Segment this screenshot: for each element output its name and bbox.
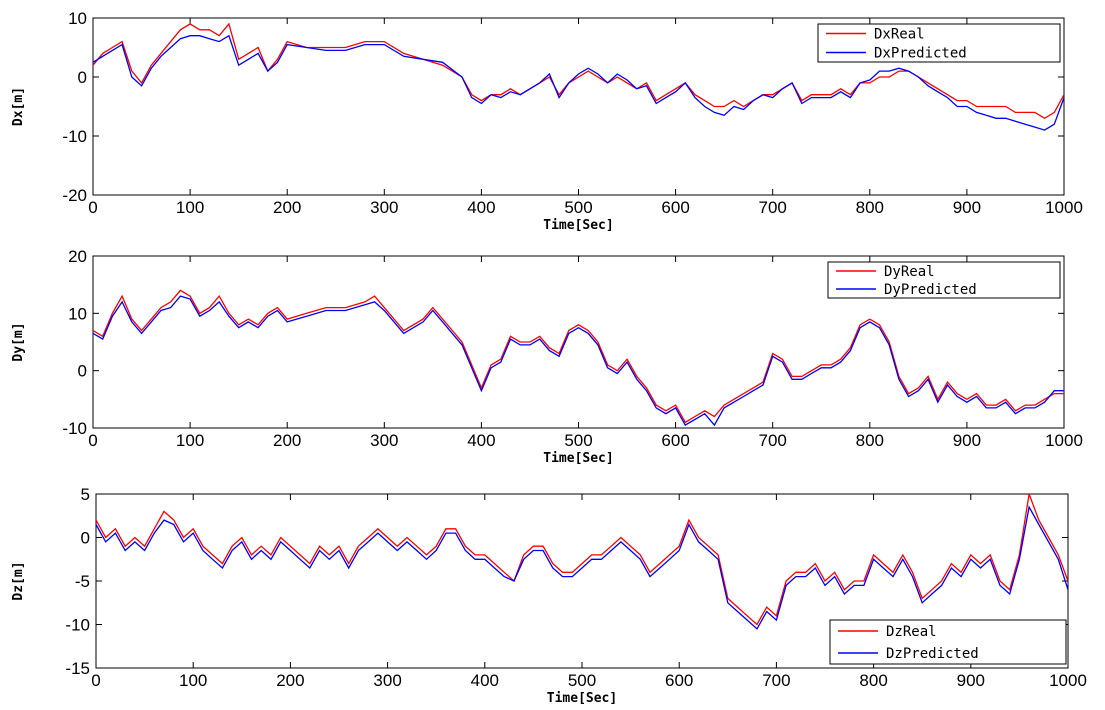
x-tick-label: 900 <box>957 671 985 690</box>
x-tick-label: 200 <box>273 431 301 450</box>
legend: DyReal DyPredicted <box>827 261 1061 299</box>
x-axis-label: Time[Sec] <box>543 218 613 233</box>
y-tick-label: -5 <box>75 572 90 591</box>
y-tick-label: 0 <box>78 68 87 87</box>
y-tick-label: -10 <box>62 419 87 438</box>
y-tick-label: 10 <box>68 9 87 28</box>
legend-label: DyPredicted <box>884 282 977 298</box>
series-line-DzPredicted <box>96 505 1068 630</box>
legend: DzReal DzPredicted <box>829 619 1067 665</box>
chart-panel-3: 0 100 200 300 400 500 600 700 800 900 1000 -15 -10 -5… <box>11 485 1087 706</box>
x-tick-label: 0 <box>88 431 97 450</box>
x-tick-label: 100 <box>176 431 204 450</box>
x-tick-label: 0 <box>91 671 100 690</box>
x-tick-label: 700 <box>759 431 787 450</box>
legend-label: DyReal <box>884 264 935 280</box>
chart-panel-1: 0 100 200 300 400 500 600 700 800 900 1000 -20 -10 0 1… <box>11 9 1083 233</box>
x-tick-label: 500 <box>564 431 592 450</box>
legend-label: DzPredicted <box>886 646 979 662</box>
series-line-DzReal <box>96 494 1068 626</box>
x-tick-label: 800 <box>856 431 884 450</box>
x-tick-label: 500 <box>568 671 596 690</box>
y-tick-label: -15 <box>65 659 90 678</box>
legend-label: DxReal <box>874 27 925 43</box>
x-tick-label: 200 <box>273 198 301 217</box>
x-tick-label: 700 <box>762 671 790 690</box>
x-tick-label: 200 <box>276 671 304 690</box>
y-tick-label: -10 <box>62 127 87 146</box>
x-tick-label: 600 <box>661 198 689 217</box>
y-axis-label: Dz[m] <box>11 561 26 600</box>
x-axis-label: Time[Sec] <box>543 451 613 466</box>
y-tick-label: -10 <box>65 616 90 635</box>
y-tick-label: 10 <box>68 304 87 323</box>
x-tick-label: 500 <box>564 198 592 217</box>
x-tick-label: 300 <box>373 671 401 690</box>
x-tick-label: 300 <box>370 431 398 450</box>
x-tick-label: 800 <box>856 198 884 217</box>
x-tick-label: 900 <box>953 198 981 217</box>
x-tick-label: 100 <box>179 671 207 690</box>
x-tick-label: 1000 <box>1045 198 1083 217</box>
x-tick-label: 300 <box>370 198 398 217</box>
x-tick-label: 400 <box>471 671 499 690</box>
x-tick-label: 700 <box>759 198 787 217</box>
legend-box <box>827 261 1061 299</box>
legend-label: DzReal <box>886 624 937 640</box>
x-tick-label: 0 <box>88 198 97 217</box>
y-tick-label: 0 <box>81 529 90 548</box>
x-tick-label: 600 <box>665 671 693 690</box>
x-tick-label: 400 <box>467 431 495 450</box>
x-tick-label: 600 <box>661 431 689 450</box>
series-line-DyReal <box>93 289 1064 424</box>
y-tick-label: 20 <box>68 247 87 266</box>
y-tick-label: 0 <box>78 362 87 381</box>
y-tick-label: 5 <box>81 485 90 504</box>
chart-panel-2: 0 100 200 300 400 500 600 700 800 900 1000-1001020… <box>11 247 1083 466</box>
x-tick-label: 100 <box>176 198 204 217</box>
series-line-DyPredicted <box>93 295 1064 427</box>
x-axis-label: Time[Sec] <box>547 691 617 706</box>
y-axis-label: Dx[m] <box>11 87 26 126</box>
legend: DxReal DxPredicted <box>817 23 1061 63</box>
legend-label: DxPredicted <box>874 46 967 62</box>
x-tick-label: 1000 <box>1045 431 1083 450</box>
series-line-DxPredicted <box>93 34 1064 131</box>
x-tick-label: 800 <box>859 671 887 690</box>
x-tick-label: 400 <box>467 198 495 217</box>
y-tick-label: -20 <box>62 186 87 205</box>
legend-box <box>829 619 1067 665</box>
y-axis-label: Dy[m] <box>11 322 26 361</box>
legend-box <box>817 23 1061 63</box>
x-tick-label: 900 <box>953 431 981 450</box>
x-tick-label: 1000 <box>1049 671 1087 690</box>
